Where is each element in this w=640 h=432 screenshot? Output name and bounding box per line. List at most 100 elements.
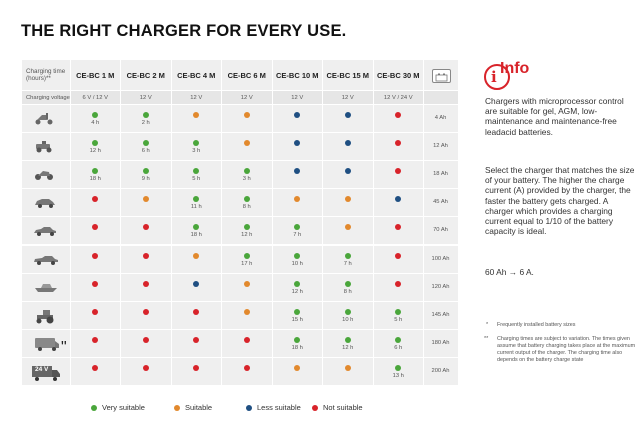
info-paragraph-3: 60 Ah → 6 A. <box>485 267 534 277</box>
suitability-dot <box>344 280 351 287</box>
suitability-dot <box>395 308 402 315</box>
suitability-dot <box>142 364 149 371</box>
info-heading: Info <box>500 60 530 77</box>
note-2: Charging times are subject to variation.… <box>497 336 636 363</box>
suitability-dot <box>344 112 351 118</box>
column-header: CE-BC 2 M <box>126 70 165 80</box>
info-i-glyph: i <box>491 68 497 86</box>
row-bg <box>22 273 458 301</box>
column-divider <box>120 60 121 386</box>
charging-time: 17 h <box>241 260 253 267</box>
charging-time: 12 h <box>241 232 253 239</box>
header-bg <box>22 60 458 90</box>
suitability-dot <box>294 336 301 343</box>
charging-time: 13 h <box>392 372 404 379</box>
charging-time: 7 h <box>343 260 352 267</box>
column-divider <box>322 60 323 386</box>
suitability-dot <box>92 308 99 315</box>
voltage-value: 12 V <box>291 94 304 101</box>
suitability-dot <box>395 280 402 287</box>
suitability-dot <box>294 112 301 118</box>
suitability-dot <box>294 280 301 287</box>
scooter-icon <box>33 111 55 130</box>
row-bg <box>22 161 458 189</box>
suitability-dot <box>92 168 99 175</box>
note-1: Frequently installed battery sizes <box>497 322 576 328</box>
suitability-dot <box>395 252 402 259</box>
charging-time: 3 h <box>242 176 251 183</box>
suitability-dot <box>142 224 149 231</box>
page-title: THE RIGHT CHARGER FOR EVERY USE. <box>21 22 347 40</box>
battery-capacity: 70 Ah <box>433 227 448 234</box>
note-bullet-2: ** <box>484 336 489 342</box>
charging-time: 4 h <box>91 120 100 126</box>
suitability-dot <box>395 336 402 343</box>
info-paragraph-1: Chargers with microprocessor control are… <box>485 96 624 137</box>
voltage-value: 12 V <box>341 94 354 101</box>
column-divider <box>170 60 172 386</box>
column-header: CE-BC 15 M <box>326 70 369 80</box>
suitability-dot <box>395 364 402 371</box>
lawnmower-icon <box>33 139 55 158</box>
legend-dot <box>312 404 318 411</box>
battery-capacity: 180 Ah <box>431 339 450 346</box>
suitability-dot <box>395 196 402 203</box>
suitability-dot <box>243 364 250 371</box>
suitability-dot <box>294 252 301 259</box>
tractor-icon <box>33 308 57 329</box>
charging-time: 8 h <box>242 204 251 211</box>
charging-time: 7 h <box>293 232 302 239</box>
suitability-dot <box>243 280 250 287</box>
suitability-dot <box>243 168 250 175</box>
charging-time: 5 h <box>394 316 403 323</box>
charging-time: 15 h <box>291 316 303 323</box>
battery-capacity: 4 Ah <box>434 115 447 121</box>
voltage-value: 12 V <box>240 94 253 101</box>
boat-icon <box>33 280 59 299</box>
suitability-dot <box>344 196 351 203</box>
suitability-dot <box>344 364 351 371</box>
suitability-dot <box>142 196 149 203</box>
legend-dot <box>91 404 97 411</box>
row-bg <box>22 357 458 385</box>
info-icon <box>484 64 510 90</box>
voltage-value: 12 V / 24 V <box>383 94 413 101</box>
legend-label: Less suitable <box>257 403 301 412</box>
column-header: CE-BC 1 M <box>76 70 115 80</box>
charging-time: 3 h <box>192 148 201 155</box>
voltage-value: 12 V <box>190 94 203 101</box>
legend-dot <box>246 404 252 411</box>
charging-time: 2 h <box>141 120 150 126</box>
suitability-dot <box>92 112 99 118</box>
battery-icon <box>431 69 451 83</box>
suitability-dot <box>142 112 149 118</box>
suitability-dot <box>193 140 200 147</box>
suitability-dot <box>142 168 149 175</box>
suitability-dot <box>243 336 250 343</box>
column-header: CE-BC 30 M <box>376 70 420 80</box>
limousine-icon <box>33 252 59 271</box>
legend-label: Not suitable <box>323 403 363 412</box>
voltage-label: Charging voltage <box>26 94 70 101</box>
suitability-dot <box>395 112 402 118</box>
suitability-dot <box>243 140 250 147</box>
charger-table: Charging time (hours)** CE-BC 1 M CE-BC 2 … <box>22 60 462 386</box>
column-divider <box>423 60 424 386</box>
row-bg <box>22 217 458 245</box>
suitability-dot <box>92 336 99 343</box>
battery-capacity: 120 Ah <box>431 283 450 290</box>
suitability-dot <box>193 308 200 315</box>
charging-time: 18 h <box>89 176 101 183</box>
suitability-dot <box>344 252 351 259</box>
sedan-icon <box>33 223 57 242</box>
row-bg <box>22 189 458 217</box>
suitability-dot <box>92 140 99 147</box>
legend-item: Not suitable <box>312 403 363 412</box>
suitability-dot <box>294 308 301 315</box>
row-bg <box>22 301 458 329</box>
suitability-dot <box>344 140 351 147</box>
row-bg <box>22 133 458 161</box>
column-header: CE-BC 6 M <box>227 70 266 80</box>
legend-label: Very suitable <box>102 403 145 412</box>
suitability-dot <box>193 336 200 343</box>
